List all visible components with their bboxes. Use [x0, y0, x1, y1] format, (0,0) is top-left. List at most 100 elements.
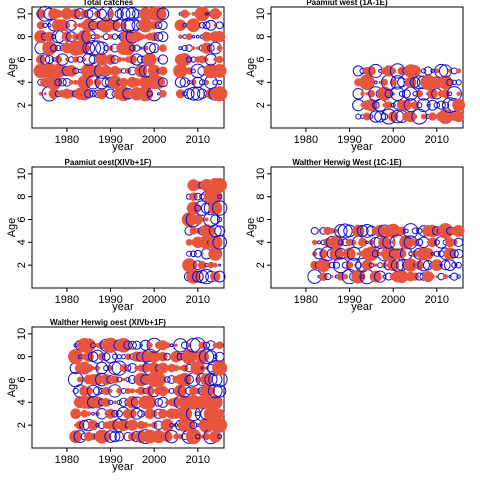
negative-residual-bubble — [446, 78, 454, 87]
x-axis-label: year — [112, 461, 134, 473]
negative-residual-bubble — [153, 31, 164, 42]
negative-residual-bubble — [89, 40, 106, 56]
negative-residual-bubble — [207, 383, 223, 399]
negative-residual-bubble — [423, 66, 433, 76]
x-tick-label: 1990 — [98, 454, 122, 466]
y-axis-label: Age — [245, 58, 257, 78]
positive-residual-bubble — [121, 377, 126, 382]
positive-residual-bubble — [438, 75, 453, 90]
positive-residual-bubble — [61, 31, 73, 42]
positive-residual-bubble — [443, 274, 449, 280]
x-tick-label: 1980 — [294, 294, 318, 306]
y-tick-label: 4 — [16, 239, 28, 245]
positive-residual-bubble — [107, 33, 114, 40]
positive-residual-bubble — [212, 63, 227, 78]
positive-residual-bubble — [186, 201, 200, 215]
negative-residual-bubble — [90, 34, 96, 40]
positive-residual-bubble — [113, 400, 117, 405]
x-tick-label: 1980 — [55, 294, 79, 306]
y-axis-label: Age — [245, 218, 257, 238]
negative-residual-bubble — [44, 54, 55, 65]
y-tick-label: 4 — [255, 79, 267, 85]
positive-residual-bubble — [128, 409, 137, 419]
negative-residual-bubble — [116, 399, 122, 406]
positive-residual-bubble — [369, 270, 382, 283]
negative-residual-bubble — [218, 263, 222, 267]
x-tick-label: 1990 — [337, 294, 361, 306]
negative-residual-bubble — [196, 423, 200, 427]
negative-residual-bubble — [143, 42, 156, 55]
x-axis-label: year — [112, 141, 134, 153]
y-axis-label: Age — [6, 58, 18, 78]
negative-residual-bubble — [185, 56, 193, 63]
negative-residual-bubble — [317, 240, 321, 245]
negative-residual-bubble — [440, 260, 451, 271]
positive-residual-bubble — [68, 349, 84, 365]
positive-residual-bubble — [397, 249, 407, 259]
positive-residual-bubble — [334, 229, 339, 233]
positive-residual-bubble — [181, 364, 189, 372]
positive-residual-bubble — [43, 92, 47, 96]
negative-residual-bubble — [447, 91, 453, 97]
negative-residual-bubble — [124, 364, 132, 372]
negative-residual-bubble — [449, 249, 459, 259]
positive-residual-bubble — [73, 79, 79, 85]
negative-residual-bubble — [433, 239, 440, 246]
y-tick-label: 6 — [16, 376, 28, 382]
negative-residual-bubble — [92, 386, 102, 396]
negative-residual-bubble — [139, 343, 143, 347]
positive-residual-bubble — [452, 225, 465, 237]
negative-residual-bubble — [390, 102, 396, 108]
negative-residual-bubble — [371, 101, 380, 110]
positive-residual-bubble — [94, 33, 101, 40]
negative-residual-bubble — [213, 270, 226, 283]
negative-residual-bubble — [95, 422, 100, 428]
positive-residual-bubble — [360, 91, 365, 97]
positive-residual-bubble — [146, 342, 153, 349]
positive-residual-bubble — [170, 350, 182, 363]
panel-5: Walther Herwig oest (XIVb+1F) 1980 1990 200… — [6, 318, 228, 473]
negative-residual-bubble — [368, 262, 375, 268]
positive-residual-bubble — [178, 53, 192, 66]
positive-residual-bubble — [126, 396, 139, 409]
negative-residual-bubble — [185, 44, 193, 52]
positive-residual-bubble — [91, 396, 104, 409]
negative-residual-bubble — [184, 374, 194, 385]
positive-residual-bubble — [109, 19, 121, 31]
negative-residual-bubble — [211, 200, 228, 216]
negative-residual-bubble — [453, 248, 464, 259]
negative-residual-bubble — [157, 77, 168, 88]
bubble-layer — [181, 177, 228, 285]
x-tick-label: 2010 — [186, 294, 210, 306]
y-tick-label: 8 — [16, 194, 28, 200]
positive-residual-bubble — [373, 263, 378, 267]
positive-residual-bubble — [211, 86, 228, 102]
positive-residual-bubble — [100, 35, 104, 39]
negative-residual-bubble — [436, 100, 446, 110]
negative-residual-bubble — [130, 407, 143, 420]
negative-residual-bubble — [202, 21, 211, 30]
positive-residual-bubble — [148, 423, 152, 427]
positive-residual-bubble — [214, 408, 225, 419]
negative-residual-bubble — [391, 92, 395, 96]
negative-residual-bubble — [401, 89, 411, 99]
negative-residual-bubble — [109, 431, 121, 443]
negative-residual-bubble — [123, 340, 133, 350]
positive-residual-bubble — [48, 88, 60, 99]
positive-residual-bubble — [73, 22, 78, 28]
y-tick-label: 2 — [255, 102, 267, 108]
y-tick-label: 2 — [16, 102, 28, 108]
negative-residual-bubble — [421, 68, 427, 74]
positive-residual-bubble — [161, 431, 173, 442]
negative-residual-bubble — [179, 77, 190, 88]
negative-residual-bubble — [111, 410, 119, 418]
x-tick-label: 1980 — [55, 134, 79, 146]
positive-residual-bubble — [195, 22, 201, 28]
positive-residual-bubble — [68, 79, 74, 85]
negative-residual-bubble — [139, 46, 143, 50]
positive-residual-bubble — [44, 31, 55, 42]
negative-residual-bubble — [332, 261, 341, 269]
positive-residual-bubble — [172, 364, 180, 372]
negative-residual-bubble — [403, 228, 409, 234]
negative-residual-bubble — [373, 80, 378, 85]
